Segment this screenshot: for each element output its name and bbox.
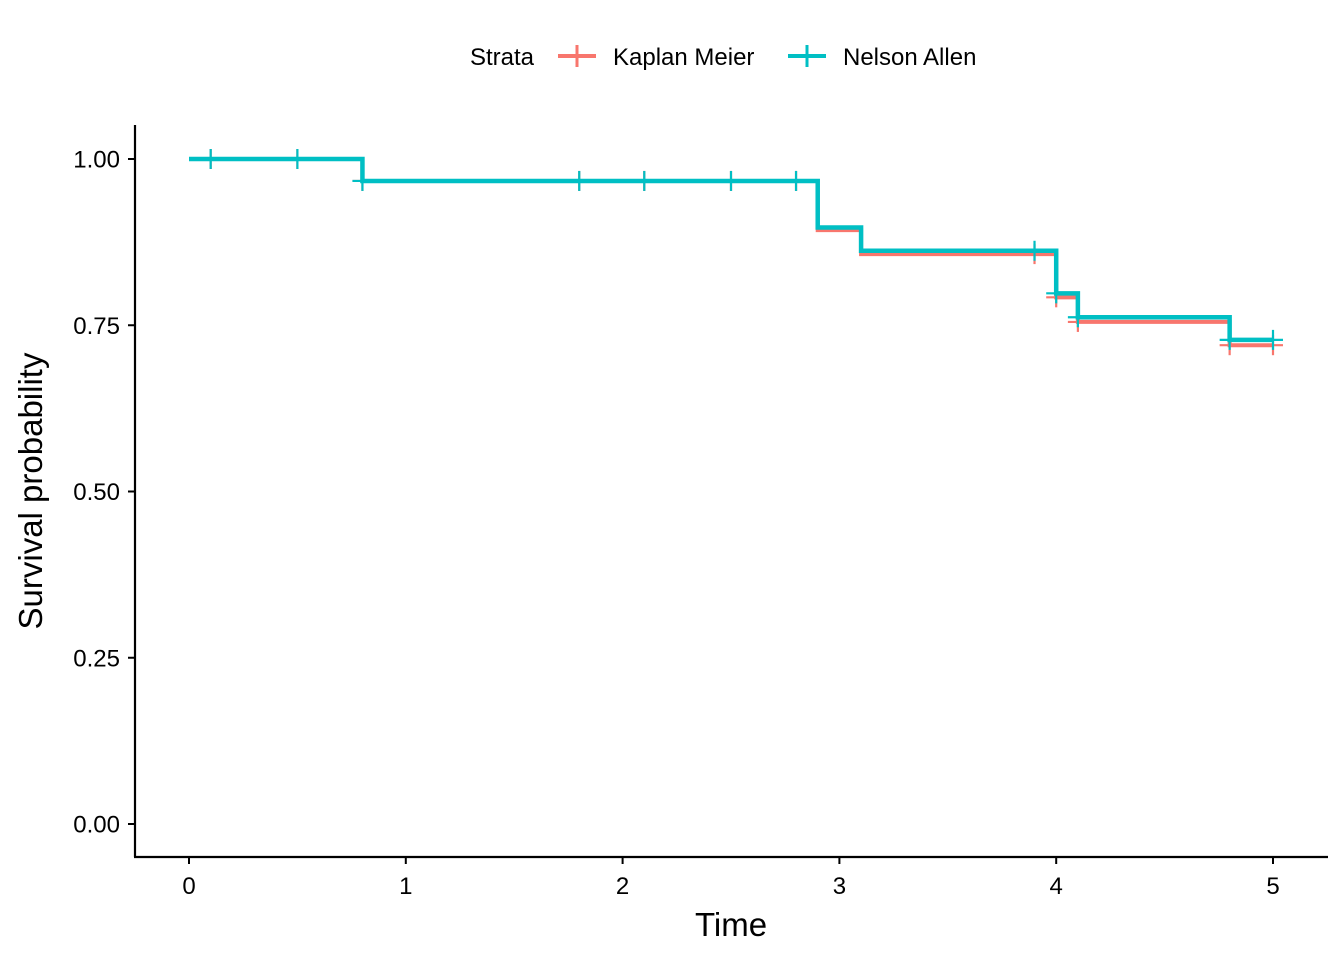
censor-mark-nelson-allen (721, 170, 741, 191)
y-tick-label: 0.75 (73, 313, 120, 340)
y-tick-label: 0.25 (73, 645, 120, 672)
series-nelson-allen (189, 149, 1283, 350)
censor-mark-nelson-allen (287, 149, 308, 169)
legend: Strata Kaplan Meier Nelson Allen (470, 44, 976, 71)
series-group (189, 149, 1283, 356)
x-tick-label: 1 (399, 873, 412, 900)
legend-label-nelson-allen: Nelson Allen (843, 44, 976, 71)
censor-mark-nelson-allen (1046, 283, 1067, 304)
censor-mark-nelson-allen (634, 170, 655, 191)
legend-title: Strata (470, 44, 535, 71)
y-tick-label: 1.00 (73, 147, 120, 174)
y-axis-ticks: 0.00 0.25 0.50 0.75 1.00 (73, 147, 135, 839)
censor-mark-nelson-allen (786, 170, 807, 191)
x-axis-title: Time (695, 906, 767, 943)
legend-key-kaplan-meier (558, 45, 596, 67)
series-line-nelson-allen (189, 156, 1273, 343)
censor-mark-nelson-allen (200, 149, 221, 169)
x-tick-label: 2 (616, 873, 629, 900)
y-tick-label: 0.50 (73, 479, 120, 506)
censor-mark-nelson-allen (1024, 240, 1045, 261)
censor-mark-nelson-allen (569, 170, 590, 191)
x-tick-label: 5 (1266, 873, 1279, 900)
censor-mark-nelson-allen (1263, 329, 1283, 350)
x-tick-label: 0 (182, 873, 195, 900)
censor-mark-nelson-allen (352, 170, 373, 191)
legend-key-nelson-allen (788, 45, 826, 67)
x-tick-label: 4 (1050, 873, 1063, 900)
legend-label-kaplan-meier: Kaplan Meier (613, 44, 754, 71)
x-axis-ticks: 0 1 2 3 4 5 (182, 857, 1280, 900)
censor-mark-nelson-allen (1067, 307, 1088, 328)
censor-mark-nelson-allen (1219, 329, 1240, 350)
y-axis-title: Survival probability (12, 352, 49, 629)
y-tick-label: 0.00 (73, 812, 120, 839)
x-tick-label: 3 (833, 873, 846, 900)
